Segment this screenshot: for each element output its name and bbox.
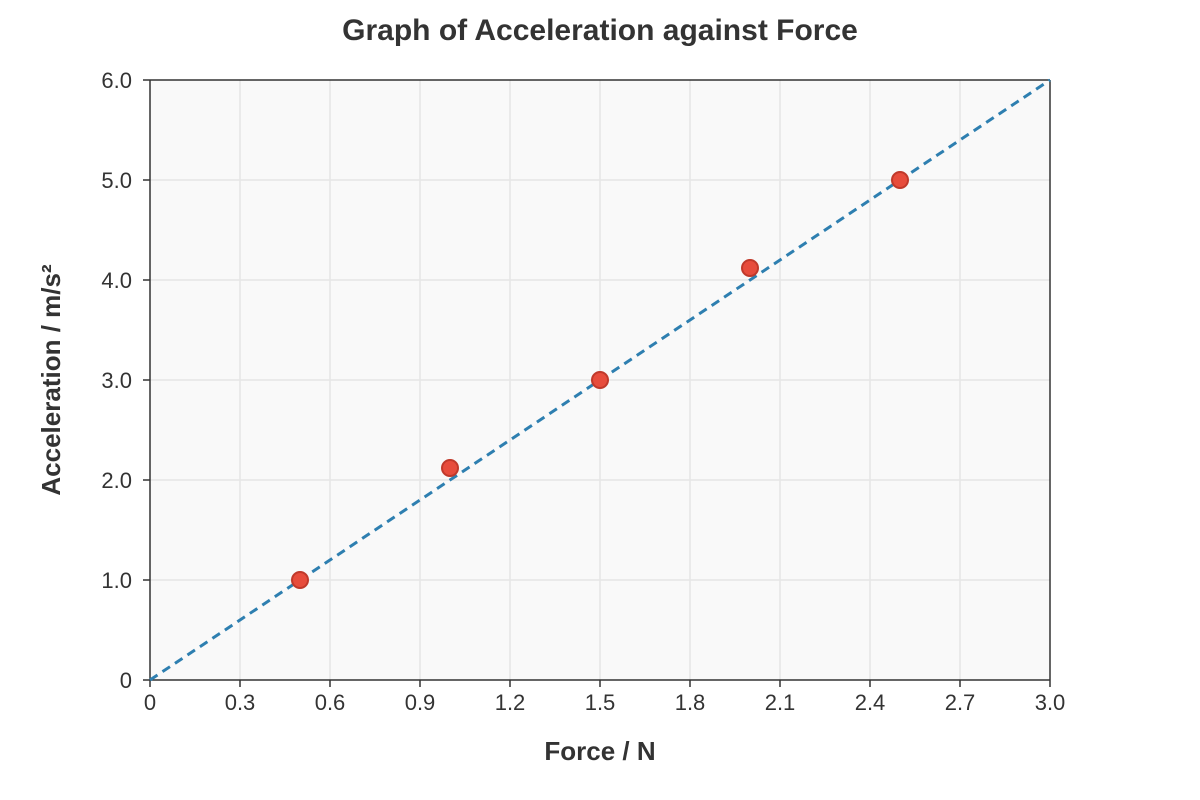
x-axis-ticks: 0 0.3 0.6 0.9 1.2 1.5 1.8 2.1 2.4 2.7 3.0 <box>144 680 1065 715</box>
x-tick-label: 2.7 <box>945 690 976 715</box>
y-tick-label: 1.0 <box>101 568 132 593</box>
data-point <box>891 171 909 189</box>
x-tick-label: 2.4 <box>855 690 886 715</box>
x-axis-label: Force / N <box>544 736 655 766</box>
x-tick-label: 0.9 <box>405 690 436 715</box>
y-tick-label: 4.0 <box>101 268 132 293</box>
x-tick-label: 1.5 <box>585 690 616 715</box>
data-point <box>291 571 309 589</box>
y-tick-label: 0 <box>120 668 132 693</box>
data-point <box>591 371 609 389</box>
data-point <box>441 459 459 477</box>
y-axis-label: Acceleration / m/s² <box>36 264 66 496</box>
x-tick-label: 0 <box>144 690 156 715</box>
y-tick-label: 3.0 <box>101 368 132 393</box>
x-tick-label: 0.3 <box>225 690 256 715</box>
chart-title: Graph of Acceleration against Force <box>342 14 858 47</box>
y-tick-label: 5.0 <box>101 168 132 193</box>
x-tick-label: 0.6 <box>315 690 346 715</box>
data-point <box>741 259 759 277</box>
x-tick-label: 2.1 <box>765 690 796 715</box>
x-tick-label: 1.2 <box>495 690 526 715</box>
x-tick-label: 3.0 <box>1035 690 1066 715</box>
y-axis-ticks: 0 1.0 2.0 3.0 4.0 5.0 6.0 <box>101 68 150 693</box>
x-tick-label: 1.8 <box>675 690 706 715</box>
data-points <box>291 171 909 589</box>
y-tick-label: 2.0 <box>101 468 132 493</box>
y-tick-label: 6.0 <box>101 68 132 93</box>
